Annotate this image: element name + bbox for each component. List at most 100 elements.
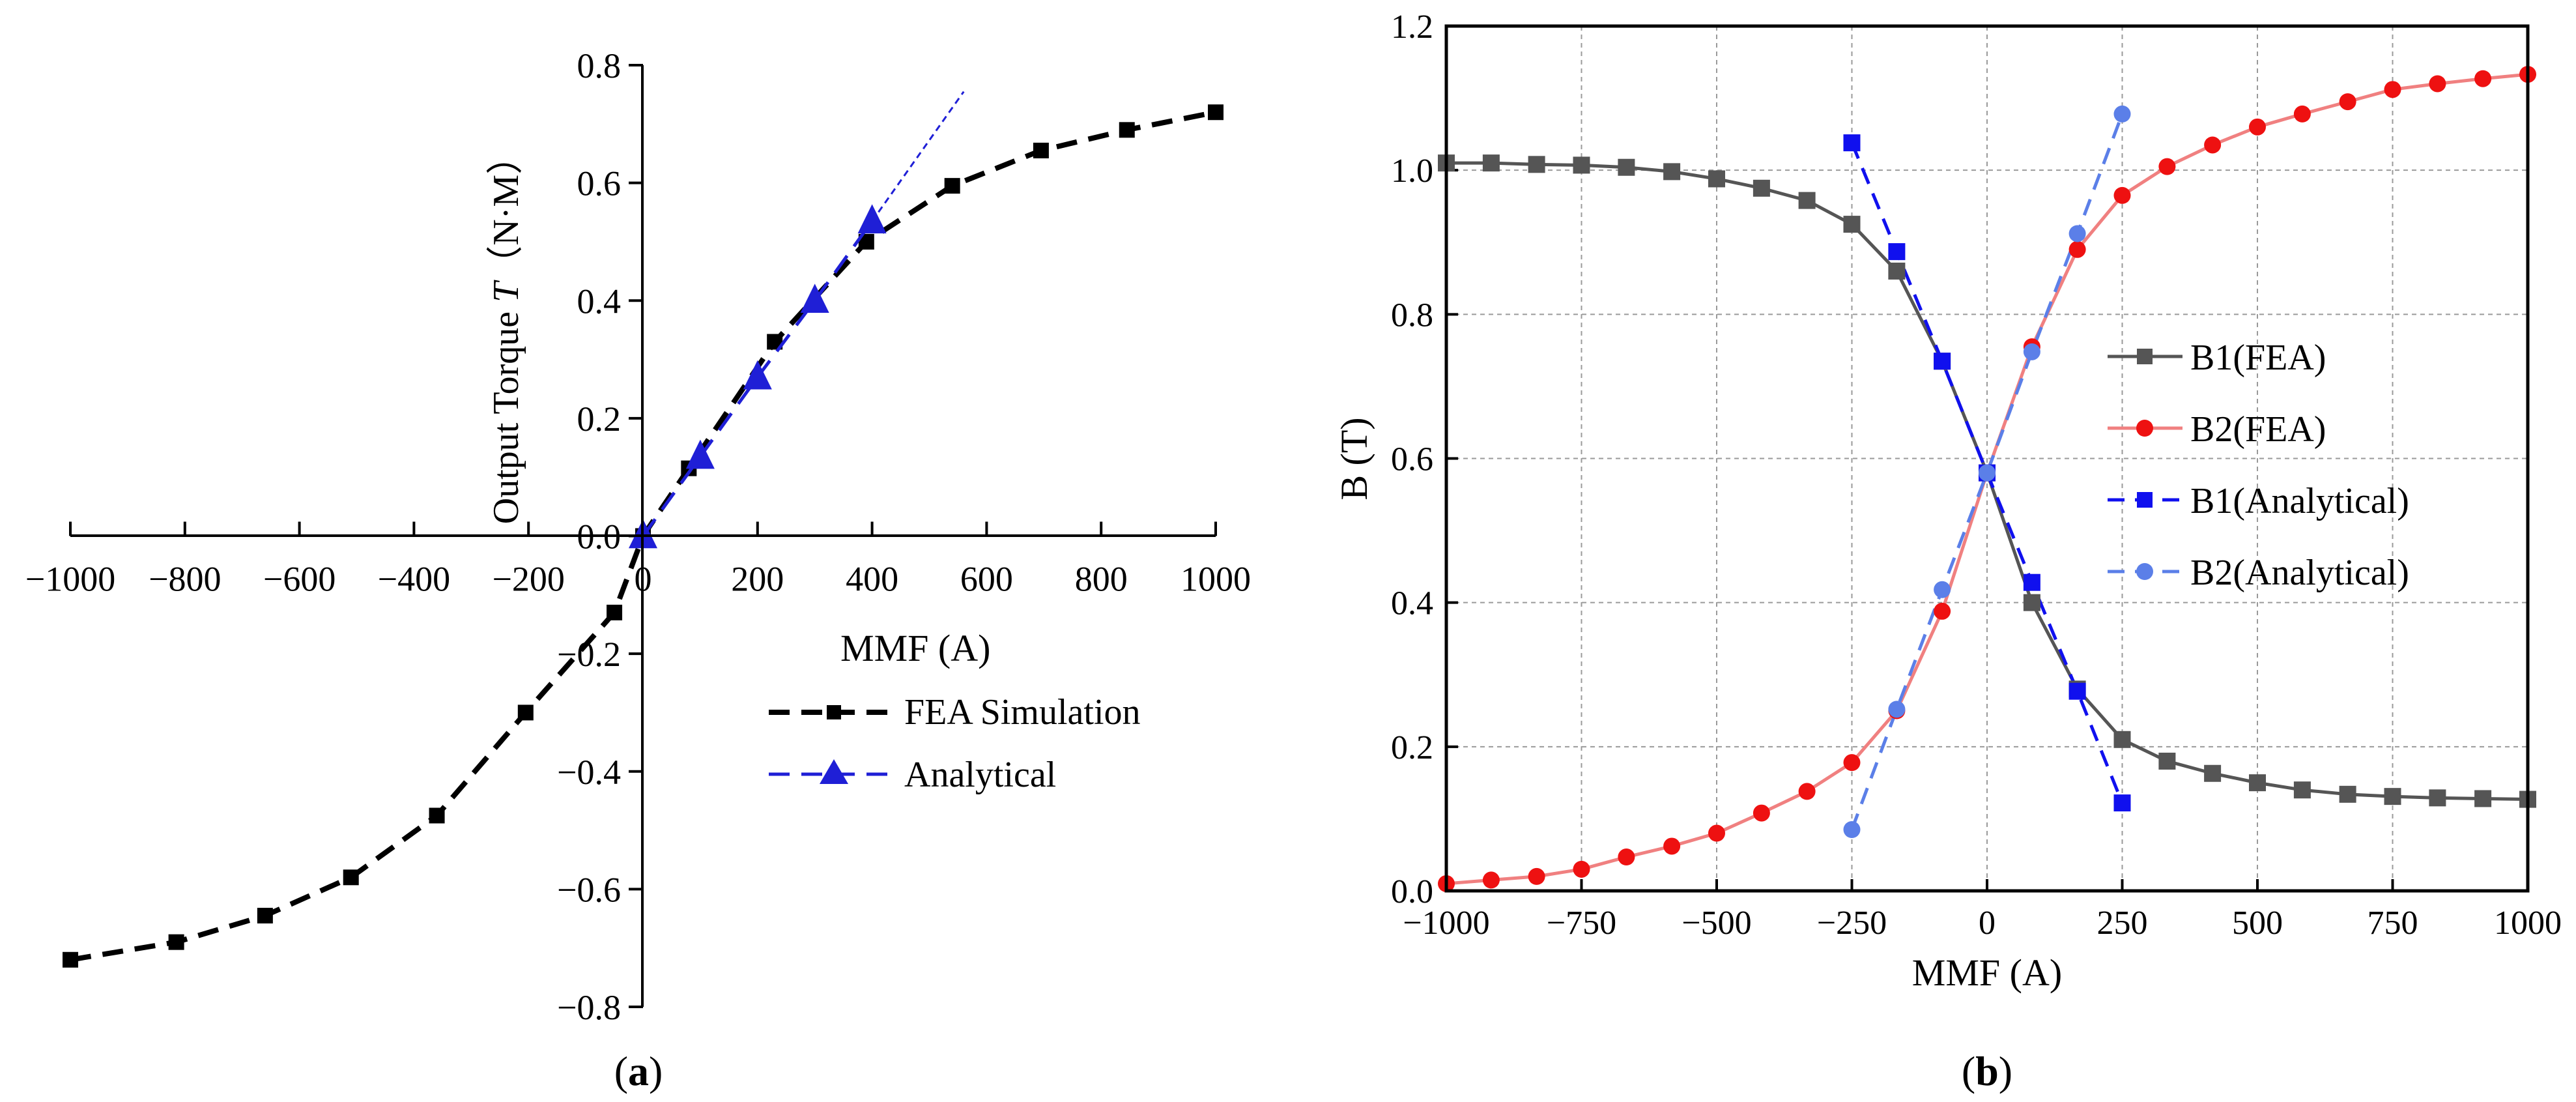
x-tick-label: 600	[960, 560, 1013, 599]
x-tick-label: 0	[1979, 905, 1996, 942]
data-point-fea-simulation	[944, 178, 960, 194]
legend-item-b1-fea: B1(FEA)	[2108, 338, 2326, 378]
data-point-b1-analytical	[1843, 134, 1861, 152]
data-point-fea-simulation	[1033, 142, 1049, 158]
data-point-b1-fea	[1573, 156, 1590, 174]
panel-a-legend: FEA Simulation Analytical	[769, 692, 1141, 795]
data-point-b2-fea	[1843, 754, 1861, 772]
data-point-fea-simulation	[63, 951, 78, 968]
data-point-b2-analytical	[2068, 225, 2086, 242]
data-point-b1-fea	[2429, 789, 2446, 807]
data-point-b1-analytical	[1888, 243, 1906, 261]
data-point-fea-simulation	[1119, 122, 1135, 138]
panel-b-x-axis-label: MMF (A)	[1912, 951, 2062, 994]
data-point-b2-analytical	[2113, 105, 2131, 123]
x-tick-label: 1000	[2494, 905, 2562, 942]
data-point-b1-fea	[1528, 156, 1545, 173]
data-point-fea-simulation	[1208, 104, 1224, 121]
data-point-fea-simulation	[168, 934, 184, 950]
data-point-b2-analytical	[1979, 464, 1996, 482]
data-point-b1-fea	[1618, 158, 1635, 176]
y-tick-label: 0.2	[1391, 729, 1433, 766]
data-point-b1-fea	[2339, 785, 2356, 803]
x-tick-label: 1000	[1181, 560, 1251, 599]
data-point-b2-fea	[2384, 81, 2401, 98]
x-tick-label: 800	[1075, 560, 1128, 599]
data-point-b2-fea	[2158, 158, 2176, 175]
data-point-analytical	[743, 360, 772, 390]
y-tick-label: −0.8	[557, 988, 621, 1027]
legend-marker-b2-fea	[2136, 420, 2153, 437]
x-tick-label: −200	[492, 560, 564, 599]
y-tick-label: 0.6	[1391, 441, 1433, 478]
panel-a-torque-chart: −1000−800−600−400−20002004006008001000−0…	[25, 46, 1251, 1094]
x-tick-label: 200	[731, 560, 784, 599]
data-point-b1-fea	[2204, 764, 2222, 782]
legend-item-fea-simulation: FEA Simulation	[769, 692, 1141, 732]
data-point-fea-simulation	[607, 604, 623, 620]
panel-b-flux-density-chart: −1000 −750 −500 −250 0 250 500 750 1000 0.0 0.2 0.4…	[1333, 8, 2562, 1094]
panel-b-caption: (b)	[1962, 1048, 2012, 1094]
legend-item-analytical: Analytical	[769, 755, 1056, 795]
y-tick-label: 0.6	[577, 164, 622, 203]
data-point-b2-fea	[1708, 824, 1725, 842]
data-point-b1-fea	[2023, 594, 2040, 611]
x-tick-label: 750	[2368, 905, 2418, 942]
data-point-b1-analytical	[2113, 794, 2131, 812]
data-point-b1-fea	[1843, 216, 1861, 233]
x-tick-label: 250	[2097, 905, 2148, 942]
data-point-b2-fea	[1618, 848, 1635, 866]
data-point-b1-fea	[1663, 163, 1681, 181]
x-tick-label: −500	[1682, 905, 1751, 942]
data-point-b2-fea	[1798, 783, 1816, 800]
legend-item-b2-fea: B2(FEA)	[2108, 409, 2326, 450]
panel-b-y-axis-label: B (T)	[1333, 417, 1375, 500]
legend-marker-b2-analytical	[2136, 563, 2153, 580]
data-point-b1-fea	[2293, 781, 2311, 799]
y-tick-label: 0.8	[1391, 297, 1433, 334]
legend-marker-b1-analytical	[2137, 492, 2153, 508]
legend-item-b2-analytical: B2(Analytical)	[2108, 553, 2409, 593]
y-tick-label: −0.4	[557, 753, 621, 792]
panel-a-y-axis-label: Output Torque T（N·M）	[486, 138, 526, 524]
data-point-b1-analytical	[2068, 682, 2086, 700]
legend-item-b1-analytical: B1(Analytical)	[2108, 481, 2409, 521]
data-point-b1-fea	[1482, 154, 1500, 172]
data-point-b1-fea	[2474, 790, 2492, 807]
panel-b-ticks: −1000 −750 −500 −250 0 250 500 750 1000 0.0 0.2 0.4…	[1391, 8, 2562, 942]
legend-label-b2-analytical: B2(Analytical)	[2190, 553, 2409, 593]
data-point-analytical	[857, 204, 887, 234]
data-point-b1-analytical	[2023, 573, 2040, 591]
data-point-b1-fea	[2158, 752, 2176, 770]
data-point-b1-fea	[1753, 179, 1770, 197]
legend-marker-fea-simulation	[827, 705, 841, 719]
panel-b-series	[1438, 66, 2536, 892]
svg-text:Output Torque T（N·M）: Output Torque T（N·M）	[486, 138, 526, 524]
data-point-fea-simulation	[343, 869, 359, 886]
legend-label-fea-simulation: FEA Simulation	[904, 692, 1141, 732]
data-point-analytical	[685, 439, 715, 469]
data-point-b2-fea	[1573, 860, 1590, 878]
data-point-b1-fea	[1888, 262, 1906, 280]
data-point-b2-fea	[1753, 804, 1770, 822]
data-point-analytical	[800, 283, 829, 313]
x-tick-label: −1000	[1403, 905, 1489, 942]
y-tick-label: 0.4	[1391, 585, 1433, 622]
data-point-fea-simulation	[517, 704, 534, 721]
y-tick-label: 0.2	[577, 399, 622, 439]
data-point-b2-analytical	[1843, 821, 1861, 839]
legend-label-b1-fea: B1(FEA)	[2190, 338, 2326, 378]
x-tick-label: −250	[1817, 905, 1887, 942]
data-point-b2-fea	[2249, 118, 2266, 136]
x-tick-label: −600	[263, 560, 336, 599]
panel-b-plot-frame	[1444, 24, 2530, 893]
panel-b-legend: B1(FEA) B2(FEA) B1(Analytical) B2(Analyt…	[2108, 338, 2409, 593]
data-point-b1-analytical	[1934, 353, 1951, 370]
data-point-b2-fea	[2293, 105, 2311, 123]
data-point-b2-fea	[1663, 837, 1681, 855]
data-point-b2-analytical	[1888, 701, 1906, 718]
y-tick-label: 1.2	[1391, 8, 1433, 46]
data-point-b2-analytical	[1934, 581, 1951, 598]
data-point-b1-fea	[2113, 731, 2131, 748]
legend-marker-b1-fea	[2137, 349, 2153, 364]
